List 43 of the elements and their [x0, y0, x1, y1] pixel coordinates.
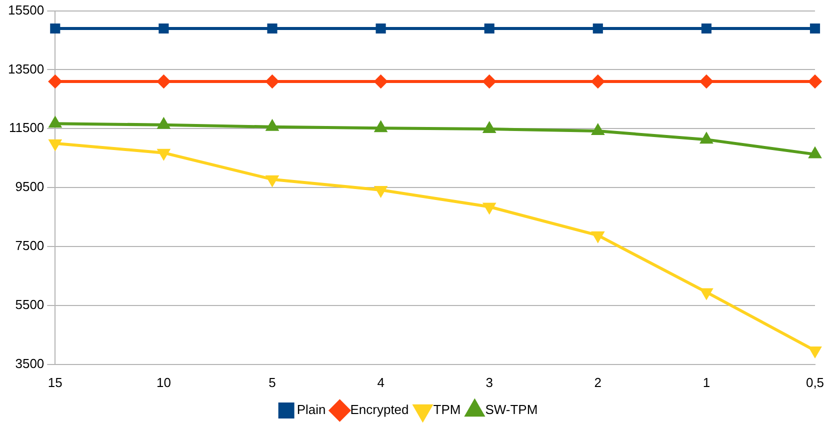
y-tick-label: 3500 — [15, 356, 44, 371]
point — [701, 23, 712, 34]
point — [266, 175, 278, 186]
point — [374, 75, 388, 88]
x-tick-label: 15 — [48, 374, 62, 390]
x-tick-label: 10 — [156, 374, 171, 390]
point — [49, 139, 61, 150]
x-tick-label: 3 — [486, 374, 493, 390]
point — [700, 75, 713, 88]
x-tick-label: 4 — [377, 374, 384, 390]
point — [808, 75, 822, 88]
x-tick-label: 0,5 — [806, 374, 824, 390]
point — [158, 23, 169, 34]
legend-label: Encrypted — [350, 402, 409, 418]
point — [484, 23, 494, 34]
legend-label: TPM — [433, 402, 461, 418]
y-tick-label: 11500 — [8, 120, 44, 136]
point — [591, 75, 604, 88]
point — [700, 288, 712, 299]
y-tick-label: 15500 — [8, 2, 44, 18]
legend-label: Plain — [296, 402, 326, 418]
legend-label: SW-TPM — [485, 402, 538, 418]
y-tick-label: 13500 — [8, 61, 44, 76]
point — [482, 75, 496, 88]
point — [48, 75, 62, 88]
point — [50, 23, 60, 34]
point — [376, 23, 386, 34]
point — [592, 231, 604, 242]
point — [158, 148, 170, 160]
point — [267, 23, 278, 34]
y-tick-label: 7500 — [15, 238, 44, 254]
point — [592, 23, 603, 34]
point — [157, 75, 170, 88]
point — [809, 346, 821, 358]
y-tick-label: 5500 — [15, 297, 44, 312]
point — [374, 186, 387, 196]
point — [484, 202, 496, 214]
point — [266, 75, 279, 88]
x-tick-label: 5 — [268, 374, 276, 390]
point — [810, 23, 820, 34]
x-tick-label: 1 — [702, 374, 710, 390]
x-tick-label: 2 — [594, 374, 602, 390]
y-tick-label: 9500 — [15, 179, 44, 194]
